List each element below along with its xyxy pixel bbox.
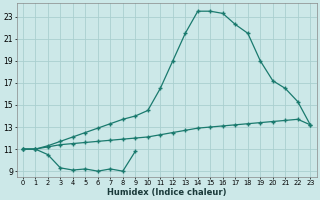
X-axis label: Humidex (Indice chaleur): Humidex (Indice chaleur) [107, 188, 226, 197]
